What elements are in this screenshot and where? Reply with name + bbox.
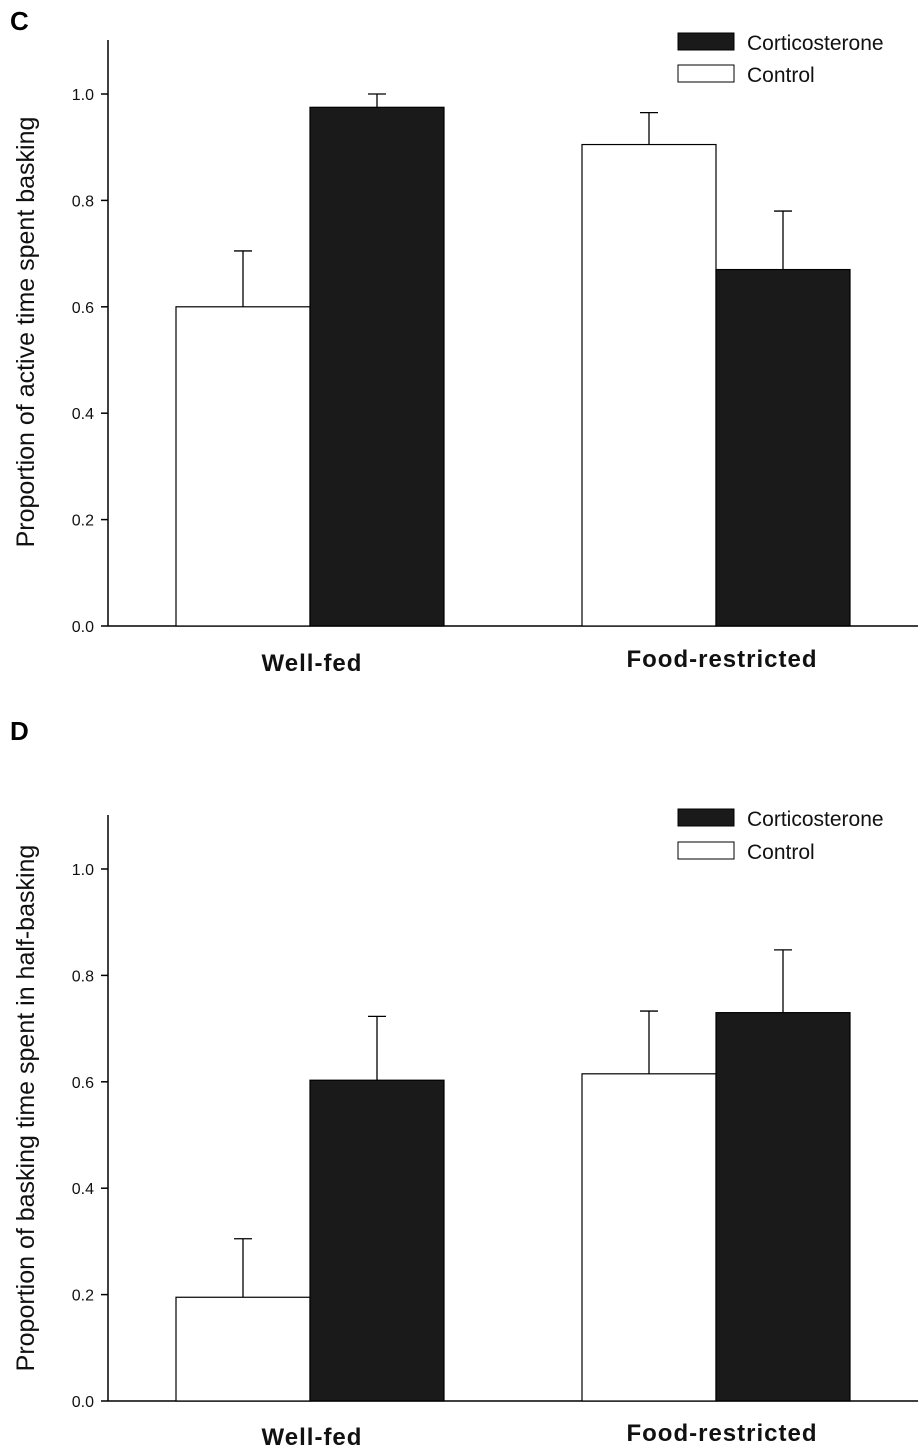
y-tick-label: 1.0 [72, 87, 94, 104]
y-ticks: 0.0 0.2 0.4 0.6 0.8 1.0 [72, 862, 108, 1411]
panel-letter: C [10, 6, 29, 36]
bar-corticosterone-1 [715, 1012, 851, 1402]
legend: Corticosterone Control [677, 808, 884, 864]
bar-corticosterone-1 [715, 268, 851, 627]
y-tick-label: 1.0 [72, 862, 94, 879]
legend-label-control: Control [747, 64, 815, 87]
y-tick-label: 0.8 [72, 193, 94, 210]
legend-label-corticosterone: Corticosterone [747, 808, 884, 831]
legend-swatch-corticosterone [677, 808, 735, 827]
y-ticks: 0.0 0.2 0.4 0.6 0.8 1.0 [72, 87, 108, 636]
bars [175, 1012, 851, 1402]
category-label-well-fed: Well-fed [262, 1424, 363, 1450]
bar-control-0 [175, 306, 311, 627]
y-tick-label: 0.8 [72, 968, 94, 985]
legend-swatch-control [677, 841, 735, 860]
y-tick-label: 0.4 [72, 1181, 94, 1198]
y-tick-label: 0.2 [72, 1288, 94, 1305]
y-tick-label: 0.0 [72, 1394, 94, 1411]
category-label-food-restricted: Food-restricted [626, 1420, 817, 1447]
category-label-food-restricted: Food-restricted [626, 646, 817, 673]
bar-control-0 [175, 1296, 311, 1402]
panel-d: D Proportion of basking time spent in ha… [10, 716, 918, 1450]
y-axis-label: Proportion of active time spent basking [12, 117, 40, 548]
y-tick-label: 0.6 [72, 300, 94, 317]
bars [175, 106, 851, 627]
legend-swatch-control [677, 64, 735, 83]
bar-control-1 [581, 1073, 717, 1402]
y-tick-label: 0.6 [72, 1075, 94, 1092]
y-axis-label: Proportion of basking time spent in half… [12, 845, 40, 1372]
bar-control-1 [581, 143, 717, 627]
y-tick-label: 0.4 [72, 406, 94, 423]
bar-corticosterone-0 [309, 1079, 445, 1402]
error-bars [234, 93, 792, 307]
bar-corticosterone-0 [309, 106, 445, 627]
y-tick-label: 0.2 [72, 513, 94, 530]
category-label-well-fed: Well-fed [262, 650, 363, 677]
legend-label-control: Control [747, 841, 815, 864]
legend-swatch-corticosterone [677, 32, 735, 51]
legend-label-corticosterone: Corticosterone [747, 32, 884, 55]
y-tick-label: 0.0 [72, 619, 94, 636]
panel-c: C Proportion of active time spent baskin… [10, 6, 918, 677]
legend: Corticosterone Control [677, 32, 884, 87]
panel-letter: D [10, 716, 29, 746]
error-bars [234, 949, 792, 1298]
